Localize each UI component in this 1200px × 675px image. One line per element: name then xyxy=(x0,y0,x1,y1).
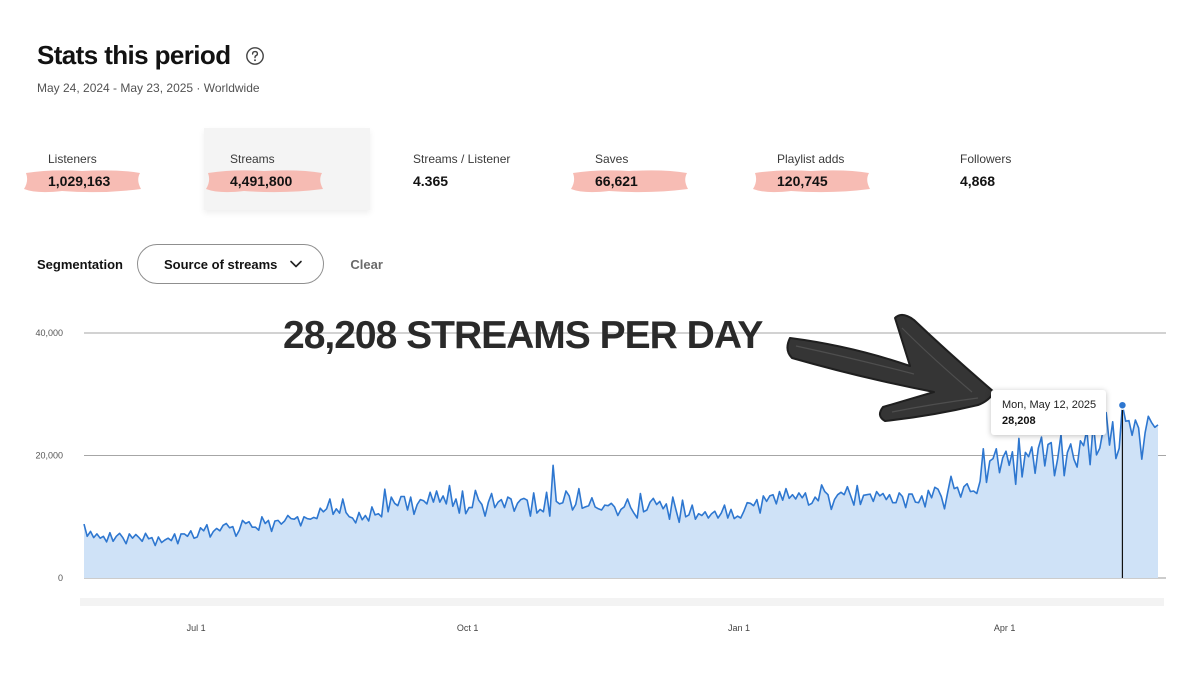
metric-value: 4.365 xyxy=(413,173,449,189)
streams-chart[interactable]: 0 20,000 40,000 Jul 1 Oct 1 Jan 1 Apr 1 xyxy=(0,300,1200,640)
metric-value: 1,029,163 xyxy=(48,173,111,189)
segmentation-label: Segmentation xyxy=(37,256,123,272)
highlight-mark xyxy=(571,170,688,193)
chart-tooltip: Mon, May 12, 2025 28,208 xyxy=(991,390,1106,435)
segmentation-dropdown[interactable]: Source of streams xyxy=(136,244,325,284)
metric-label: Saves xyxy=(595,152,629,166)
metric-label: Streams xyxy=(230,152,275,166)
x-tick-label: Jul 1 xyxy=(187,623,206,633)
y-tick-label: 20,000 xyxy=(35,451,63,461)
y-tick-label: 40,000 xyxy=(35,328,63,338)
highlight-mark xyxy=(753,170,870,193)
segmentation-row: Segmentation Source of streams Clear xyxy=(37,244,383,284)
x-tick-label: Apr 1 xyxy=(994,623,1016,633)
question-circle-icon[interactable] xyxy=(245,46,265,66)
metric-playlist-adds[interactable]: Playlist adds 120,745 xyxy=(751,128,917,210)
metric-value: 120,745 xyxy=(777,173,828,189)
page-title: Stats this period xyxy=(37,40,231,70)
streams-line xyxy=(83,404,1159,547)
metrics-row: Listeners 1,029,163 Streams 4,491,800 St… xyxy=(22,128,1172,214)
x-tick-label: Oct 1 xyxy=(457,623,479,633)
tooltip-date: Mon, May 12, 2025 xyxy=(1002,399,1097,411)
y-tick-label: 0 xyxy=(58,573,63,583)
metric-saves[interactable]: Saves 66,621 xyxy=(569,128,735,210)
title-row: Stats this period xyxy=(37,40,265,71)
metric-value: 4,491,800 xyxy=(230,173,293,189)
chart-y-ticks: 0 20,000 40,000 xyxy=(35,328,63,583)
hand-drawn-arrow-icon xyxy=(786,314,995,422)
x-tick-label: Jan 1 xyxy=(728,623,750,633)
chart-x-ticks: Jul 1 Oct 1 Jan 1 Apr 1 xyxy=(187,623,1016,633)
metric-streams-per-listener[interactable]: Streams / Listener 4.365 xyxy=(387,128,553,210)
streams-area xyxy=(84,405,1158,578)
x-axis-band xyxy=(80,598,1164,606)
metric-label: Playlist adds xyxy=(777,152,845,166)
highlight-mark xyxy=(24,170,141,193)
highlight-mark xyxy=(206,170,323,193)
metric-label: Streams / Listener xyxy=(413,152,511,166)
hover-point xyxy=(1117,400,1128,410)
metric-listeners[interactable]: Listeners 1,029,163 xyxy=(22,128,188,210)
header: Stats this period May 24, 2024 - May 23,… xyxy=(37,40,265,95)
metric-value: 66,621 xyxy=(595,173,638,189)
annotation-text: 28,208 STREAMS PER DAY xyxy=(283,314,763,357)
metric-streams[interactable]: Streams 4,491,800 xyxy=(204,128,370,210)
period-subtitle: May 24, 2024 - May 23, 2025 · Worldwide xyxy=(37,81,260,95)
metric-value: 4,868 xyxy=(960,173,996,189)
metric-label: Followers xyxy=(960,152,1012,166)
metric-followers[interactable]: Followers 4,868 xyxy=(934,128,1100,210)
chevron-down-icon xyxy=(290,260,303,268)
segmentation-selected: Source of streams xyxy=(163,256,278,272)
clear-button[interactable]: Clear xyxy=(350,256,383,272)
metric-label: Listeners xyxy=(48,152,97,166)
tooltip-value: 28,208 xyxy=(1002,415,1036,427)
